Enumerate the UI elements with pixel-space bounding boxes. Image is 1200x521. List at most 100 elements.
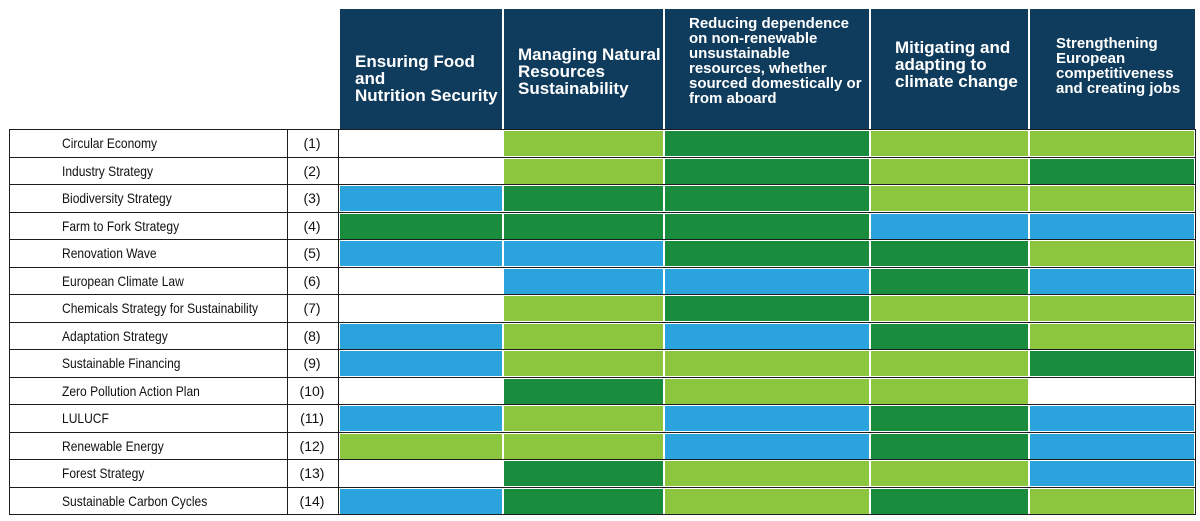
row-divider [9, 322, 1195, 323]
matrix-cell-light-green [665, 489, 869, 514]
matrix-cell-dark-green [871, 324, 1028, 349]
matrix-cell-blue [665, 269, 869, 294]
matrix-cell-light-green [871, 379, 1028, 404]
row-label: Circular Economy [62, 135, 158, 151]
matrix-cell-light-green [871, 461, 1028, 486]
row-label: European Climate Law [62, 273, 184, 289]
row-number: (10) [299, 383, 325, 399]
row-number: (2) [303, 163, 321, 179]
row-divider [9, 432, 1195, 433]
matrix-cell-dark-green [504, 214, 663, 239]
matrix-cell-dark-green [871, 269, 1028, 294]
matrix-cell-light-green [665, 379, 869, 404]
row-label-cell: Renewable Energy [9, 433, 287, 460]
matrix-cell-dark-green [665, 186, 869, 211]
row-label: Forest Strategy [62, 465, 145, 481]
matrix-cell-light-green [871, 131, 1028, 156]
row-number: (1) [303, 135, 321, 151]
matrix-cell-dark-green [504, 461, 663, 486]
row-label-cell: Farm to Fork Strategy [9, 213, 287, 240]
matrix-cell-light-green [504, 324, 663, 349]
row-label: Renovation Wave [62, 245, 157, 261]
matrix-cell-light-green [665, 351, 869, 376]
matrix-cell-blue [340, 186, 502, 211]
matrix-cell-blue [340, 351, 502, 376]
row-label-cell: Renovation Wave [9, 240, 287, 267]
row-label-cell: Zero Pollution Action Plan [9, 378, 287, 405]
row-number: (9) [303, 355, 321, 371]
row-label: Industry Strategy [62, 163, 154, 179]
row-number: (4) [303, 218, 321, 234]
row-number: (5) [303, 245, 321, 261]
matrix-cell-white [1030, 379, 1194, 404]
matrix-cell-dark-green [665, 214, 869, 239]
matrix-cell-light-green [871, 296, 1028, 321]
matrix-cell-dark-green [665, 241, 869, 266]
row-label: Sustainable Carbon Cycles [62, 493, 208, 509]
matrix-cell-dark-green [665, 159, 869, 184]
row-divider [9, 377, 1195, 378]
matrix-cell-light-green [504, 131, 663, 156]
matrix-cell-dark-green [504, 186, 663, 211]
row-label-cell: European Climate Law [9, 268, 287, 295]
row-label: Chemicals Strategy for Sustainability [62, 300, 259, 316]
matrix-cell-blue [1030, 214, 1194, 239]
matrix-cell-light-green [340, 434, 502, 459]
matrix-cell-light-green [1030, 131, 1194, 156]
matrix-cell-blue [1030, 269, 1194, 294]
matrix-cell-blue [340, 406, 502, 431]
row-divider [9, 404, 1195, 405]
column-divider [9, 129, 10, 515]
row-divider [9, 212, 1195, 213]
row-divider [9, 239, 1195, 240]
matrix-cell-white [340, 269, 502, 294]
row-number: (12) [299, 438, 325, 454]
matrix-cell-blue [340, 489, 502, 514]
matrix-cell-blue [871, 214, 1028, 239]
matrix-cell-white [340, 296, 502, 321]
column-header-label: Ensuring Food and Nutrition Security [355, 52, 498, 105]
matrix-cell-light-green [1030, 489, 1194, 514]
matrix-cell-dark-green [871, 241, 1028, 266]
row-number: (6) [303, 273, 321, 289]
row-number: (8) [303, 328, 321, 344]
row-divider [9, 184, 1195, 185]
matrix-cell-light-green [1030, 186, 1194, 211]
matrix-cell-blue [665, 406, 869, 431]
row-label-cell: Chemicals Strategy for Sustainability [9, 295, 287, 322]
column-header-competitiveness: Strengthening European competitiveness a… [1030, 9, 1195, 129]
row-label: LULUCF [62, 410, 109, 426]
matrix-cell-blue [340, 324, 502, 349]
matrix-cell-blue [665, 434, 869, 459]
row-divider [9, 294, 1195, 295]
matrix-cell-light-green [504, 406, 663, 431]
matrix-cell-white [340, 131, 502, 156]
row-divider [9, 459, 1195, 460]
row-label-cell: Biodiversity Strategy [9, 185, 287, 212]
matrix-cell-dark-green [665, 131, 869, 156]
column-header-climate-change: Mitigating and adapting to climate chang… [871, 9, 1028, 129]
matrix-cell-light-green [871, 351, 1028, 376]
row-label: Zero Pollution Action Plan [62, 383, 200, 399]
matrix-cell-dark-green [871, 434, 1028, 459]
column-header-label: Managing Natural Resources Sustainabilit… [518, 45, 661, 98]
row-label-cell: Adaptation Strategy [9, 323, 287, 350]
row-divider [9, 267, 1195, 268]
row-number: (14) [299, 493, 325, 509]
matrix-cell-light-green [504, 434, 663, 459]
row-label-cell: Sustainable Financing [9, 350, 287, 377]
matrix-cell-light-green [1030, 241, 1194, 266]
column-header-label: Reducing dependence on non-renewable uns… [689, 15, 862, 107]
column-divider [287, 129, 288, 515]
matrix-cell-dark-green [1030, 351, 1194, 376]
column-header-food-security: Ensuring Food and Nutrition Security [340, 9, 502, 129]
row-label: Renewable Energy [62, 438, 164, 454]
row-label: Adaptation Strategy [62, 328, 168, 344]
row-divider [9, 129, 1195, 130]
matrix-cell-dark-green [340, 214, 502, 239]
matrix-cell-dark-green [871, 489, 1028, 514]
matrix-cell-blue [1030, 461, 1194, 486]
row-label-cell: Sustainable Carbon Cycles [9, 488, 287, 515]
row-label-cell: Forest Strategy [9, 460, 287, 487]
